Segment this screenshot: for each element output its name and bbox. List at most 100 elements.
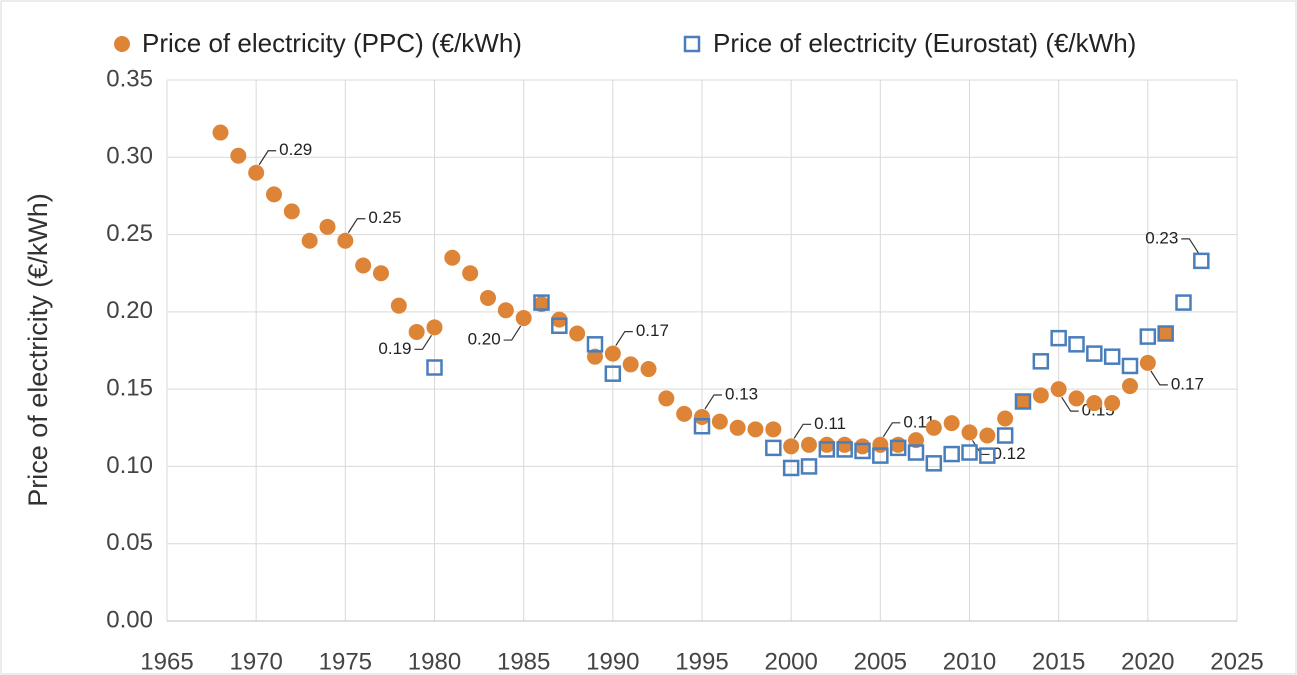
legend-label: Price of electricity (Eurostat) (€/kWh) [713, 28, 1136, 58]
leader-line [793, 423, 812, 439]
point [1068, 390, 1085, 407]
point [248, 164, 265, 181]
point [836, 436, 853, 453]
point [587, 348, 603, 365]
point [1121, 357, 1139, 375]
point [676, 405, 693, 422]
point [908, 432, 924, 449]
point [925, 455, 943, 472]
point [604, 345, 621, 362]
data-label: 0.12 [993, 444, 1026, 463]
data-label: 0.11 [814, 414, 846, 433]
point [979, 447, 996, 464]
point [390, 297, 407, 314]
leader-line [1181, 238, 1199, 254]
x-tick-label: 1995 [675, 648, 728, 675]
y-tick-label: 0.00 [106, 606, 153, 633]
point [658, 390, 675, 407]
point [622, 356, 639, 373]
point [979, 427, 996, 444]
point [1086, 345, 1103, 362]
point [337, 232, 354, 249]
point [230, 147, 247, 164]
point [533, 296, 550, 313]
point [693, 417, 711, 435]
point [711, 413, 728, 430]
x-tick-label: 2000 [764, 648, 817, 675]
leader-line [1150, 370, 1168, 386]
x-tick-label: 2005 [854, 648, 907, 675]
point [889, 439, 907, 457]
point [996, 427, 1014, 444]
point [997, 410, 1014, 427]
x-tick-label: 1980 [408, 648, 461, 675]
x-tick-label: 2015 [1032, 648, 1085, 675]
point [373, 265, 389, 282]
point [1157, 325, 1174, 342]
y-tick-label: 0.15 [106, 374, 153, 401]
point [1104, 395, 1121, 412]
point [569, 325, 586, 342]
x-tick-label: 1985 [497, 648, 550, 675]
legend-marker [114, 36, 130, 52]
point [640, 361, 657, 378]
point [854, 438, 871, 455]
point [943, 415, 960, 432]
data-label: 0.20 [468, 330, 501, 349]
y-tick-label: 0.05 [106, 529, 153, 556]
point [551, 317, 568, 335]
x-tick-label: 1970 [229, 648, 282, 675]
x-tick-label: 1990 [586, 648, 639, 675]
point [462, 265, 479, 282]
point [1050, 329, 1067, 347]
point [480, 289, 496, 306]
point [444, 249, 461, 266]
data-label: 0.13 [725, 384, 758, 403]
point [533, 294, 550, 311]
y-tick-label: 0.10 [106, 452, 153, 479]
point [301, 232, 318, 249]
x-tick-label: 2020 [1121, 648, 1174, 675]
point [586, 336, 604, 353]
point [1032, 353, 1050, 370]
point [426, 359, 443, 376]
data-label: 0.17 [636, 321, 669, 340]
point [1139, 328, 1157, 345]
point [1015, 393, 1031, 410]
leader-line [503, 325, 522, 341]
point [355, 257, 372, 274]
point [800, 458, 818, 475]
point [1050, 381, 1067, 398]
legend-label: Price of electricity (PPC) (€/kWh) [142, 28, 522, 58]
y-axis-label: Price of electricity (€/kWh) [23, 193, 53, 507]
point [694, 408, 710, 425]
x-tick-label: 1975 [319, 648, 372, 675]
point [961, 444, 978, 461]
point [319, 218, 336, 235]
point [836, 441, 853, 458]
y-tick-label: 0.25 [106, 220, 153, 247]
point [1086, 395, 1103, 412]
point [497, 302, 514, 319]
point [854, 442, 871, 460]
data-label: 0.25 [368, 208, 401, 227]
point [872, 436, 889, 453]
y-tick-label: 0.35 [106, 65, 153, 92]
point [1103, 348, 1121, 365]
point [1193, 252, 1210, 270]
data-label: 0.19 [378, 339, 411, 358]
point [925, 419, 942, 436]
point [1139, 354, 1156, 371]
point [604, 365, 622, 382]
point [1122, 378, 1138, 395]
point [266, 186, 282, 203]
x-tick-label: 1965 [140, 648, 193, 675]
point [765, 421, 782, 438]
point [1014, 393, 1032, 410]
point [782, 459, 800, 477]
point [1157, 325, 1174, 342]
leader-line [347, 218, 366, 234]
point [890, 436, 907, 453]
legend-marker [683, 35, 701, 53]
